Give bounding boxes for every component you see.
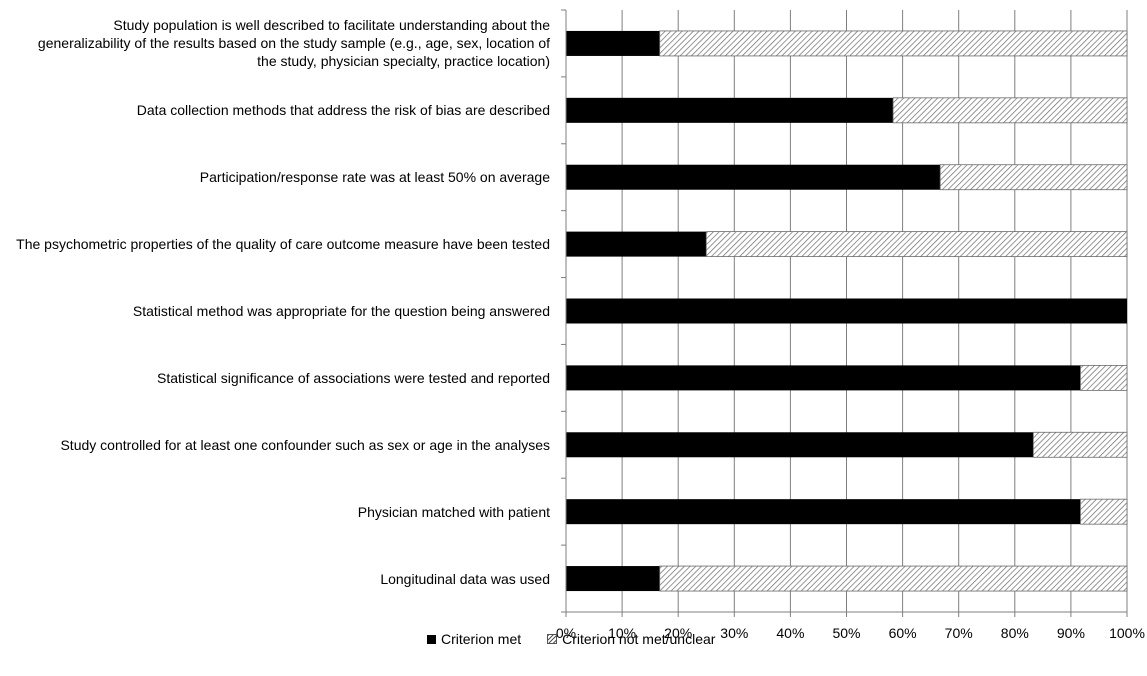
x-tick-label: 80% xyxy=(1001,625,1029,641)
category-label: Statistical significance of associations… xyxy=(157,369,550,386)
x-tick-label: 100% xyxy=(1109,625,1145,641)
x-tick-label: 70% xyxy=(945,625,973,641)
category-label: Participation/response rate was at least… xyxy=(199,169,550,186)
x-tick-label: 50% xyxy=(832,625,860,641)
legend-swatch-met xyxy=(427,634,436,644)
bar-criterion-met xyxy=(566,298,1127,324)
bar-criterion-not-met xyxy=(705,231,1128,258)
bar-criterion-met xyxy=(566,499,1081,525)
bar-criterion-met xyxy=(566,432,1034,458)
legend: Criterion met Criterion not met/unclear xyxy=(427,631,741,647)
legend-swatch-not-met xyxy=(547,634,558,644)
bar-criterion-not-met xyxy=(659,565,1128,592)
x-tick-label: 60% xyxy=(889,625,917,641)
bar-criterion-not-met xyxy=(1032,431,1128,458)
legend-label-not-met: Criterion not met/unclear xyxy=(562,631,716,647)
bar-criterion-met xyxy=(566,231,707,257)
bar-criterion-not-met xyxy=(1080,364,1128,391)
category-label: Data collection methods that address the… xyxy=(136,102,550,119)
bar-criterion-not-met xyxy=(939,164,1128,191)
bar-criterion-not-met xyxy=(1080,498,1128,525)
x-tick-label: 90% xyxy=(1057,625,1085,641)
x-tick-label: 40% xyxy=(776,625,804,641)
category-label: Study controlled for at least one confou… xyxy=(60,436,550,453)
bar-criterion-met xyxy=(566,365,1081,391)
x-tick-labels: 0% 10% 20% 30% 40% 50% 60% 70% 80% 90% 100% xyxy=(556,625,1145,641)
bar-criterion-met xyxy=(566,97,894,123)
axes xyxy=(561,9,1128,617)
category-label: Physician matched with patient xyxy=(357,503,550,520)
category-label: Longitudinal data was used xyxy=(380,570,550,587)
category-label: Study population is well described to fa… xyxy=(37,17,550,70)
bar-criterion-not-met xyxy=(659,30,1128,57)
category-label: The psychometric properties of the quali… xyxy=(16,236,550,253)
bars xyxy=(566,30,1128,592)
x-tick-label: 30% xyxy=(720,625,748,641)
legend-label-met: Criterion met xyxy=(441,631,522,647)
legend-item-met: Criterion met xyxy=(427,631,521,647)
x-tick-label: 10% xyxy=(608,625,636,641)
category-label: Statistical method was appropriate for t… xyxy=(132,303,550,319)
x-tick-label: 0% xyxy=(556,625,576,641)
bar-criterion-met xyxy=(566,566,660,592)
bar-criterion-not-met xyxy=(892,97,1128,124)
bar-criterion-met xyxy=(566,30,660,56)
legend-item-not-met: Criterion not met/unclear xyxy=(547,631,715,647)
x-tick-label: 20% xyxy=(664,625,692,641)
bar-criterion-met xyxy=(566,164,941,190)
